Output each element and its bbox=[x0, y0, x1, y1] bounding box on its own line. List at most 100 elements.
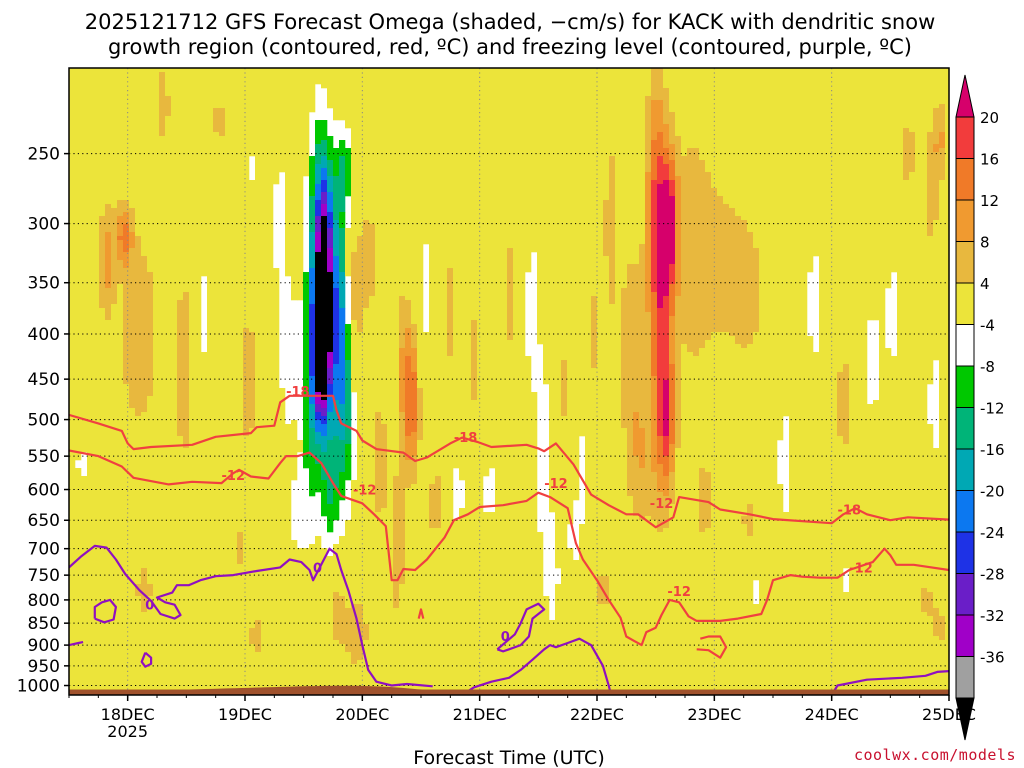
omega-shade-cell bbox=[291, 68, 298, 301]
omega-shade-cell bbox=[147, 68, 154, 273]
colorbar-label: -16 bbox=[980, 441, 1005, 459]
omega-shade-cell bbox=[723, 68, 730, 205]
omega-shade-cell bbox=[405, 436, 412, 461]
omega-shade-cell bbox=[333, 544, 340, 593]
omega-shade-cell bbox=[351, 604, 358, 665]
omega-shade-cell bbox=[219, 108, 226, 137]
omega-shade-cell bbox=[891, 68, 898, 273]
colorbar-label: -28 bbox=[980, 566, 1005, 584]
omega-shade-cell bbox=[561, 416, 568, 695]
omega-shade-cell bbox=[867, 68, 874, 321]
omega-shade-cell bbox=[549, 620, 556, 695]
omega-shade-cell bbox=[327, 160, 334, 177]
omega-shade-cell bbox=[933, 144, 940, 153]
colorbar: 20 16 12 8 4 -4 -8 -12 -16 -20 -24 -28 -32 -36 bbox=[955, 74, 1005, 741]
omega-shade-cell bbox=[663, 164, 670, 181]
omega-shade-cell bbox=[651, 180, 658, 293]
omega-shade-cell bbox=[669, 144, 676, 161]
omega-shade-cell bbox=[273, 268, 280, 695]
omega-shade-cell bbox=[105, 232, 112, 289]
omega-shade-cell bbox=[483, 512, 490, 695]
contour-label: -18 bbox=[286, 385, 310, 400]
omega-shade-cell bbox=[783, 512, 790, 695]
omega-shade-cell bbox=[237, 68, 244, 533]
y-tick-label: 250 bbox=[28, 145, 60, 165]
omega-shade-cell bbox=[165, 68, 172, 97]
colorbar-segment bbox=[955, 116, 975, 159]
omega-shade-cell bbox=[387, 68, 394, 695]
omega-shade-cell bbox=[135, 68, 142, 237]
omega-shade-cell bbox=[255, 68, 262, 621]
omega-shade-cell bbox=[459, 508, 466, 695]
omega-shade-cell bbox=[339, 536, 346, 597]
omega-shade-cell bbox=[885, 68, 892, 289]
omega-shade-cell bbox=[129, 208, 136, 233]
omega-shade-cell bbox=[645, 68, 652, 97]
colorbar-segment bbox=[955, 656, 975, 699]
omega-shade-cell bbox=[573, 560, 580, 695]
omega-shade-cell bbox=[315, 464, 322, 493]
omega-shade-cell bbox=[153, 68, 160, 695]
omega-shade-cell bbox=[939, 180, 946, 617]
omega-shade-cell bbox=[489, 512, 496, 695]
omega-shade-cell bbox=[321, 168, 328, 181]
omega-shade-cell bbox=[123, 268, 130, 385]
omega-shade-cell bbox=[807, 68, 814, 273]
omega-shade-cell bbox=[345, 652, 352, 695]
omega-shade-cell bbox=[693, 148, 700, 357]
omega-shade-cell bbox=[315, 184, 322, 201]
omega-shade-cell bbox=[669, 316, 676, 365]
omega-shade-cell bbox=[363, 220, 370, 309]
omega-shade-cell bbox=[411, 372, 418, 433]
omega-shade-cell bbox=[333, 400, 340, 437]
omega-shade-cell bbox=[321, 204, 328, 217]
contour-0-loop bbox=[140, 651, 153, 668]
colorbar-label: 8 bbox=[980, 234, 990, 252]
omega-shade-cell bbox=[93, 68, 100, 695]
credit-link[interactable]: coolwx.com/models bbox=[853, 746, 1016, 764]
omega-shade-cell bbox=[663, 528, 670, 695]
colorbar-segment bbox=[955, 697, 975, 741]
omega-shade-cell bbox=[315, 252, 322, 393]
omega-shade-cell bbox=[321, 416, 328, 425]
contour-small-loop bbox=[417, 608, 425, 619]
omega-shade-cell bbox=[927, 68, 934, 133]
omega-shade-cell bbox=[711, 188, 718, 333]
omega-shade-cell bbox=[327, 352, 334, 369]
omega-shade-cell bbox=[699, 68, 706, 161]
colorbar-label: -12 bbox=[980, 400, 1005, 418]
y-tick-label: 1000 bbox=[17, 677, 60, 697]
omega-shade-cell bbox=[339, 228, 346, 273]
omega-shade-cell bbox=[327, 272, 334, 353]
omega-shade-cell bbox=[909, 68, 916, 133]
contour-label: -12 bbox=[667, 585, 691, 600]
omega-shade-cell bbox=[669, 180, 676, 197]
omega-shade-cell bbox=[807, 336, 814, 695]
omega-shade-cell bbox=[297, 68, 304, 301]
omega-shade-cell bbox=[333, 176, 340, 221]
omega-shade-cell bbox=[933, 108, 940, 145]
omega-shade-cell bbox=[351, 68, 358, 253]
omega-shade-cell bbox=[111, 304, 118, 695]
omega-shade-cell bbox=[333, 364, 340, 401]
omega-shade-cell bbox=[687, 352, 694, 695]
omega-shade-cell bbox=[339, 644, 346, 695]
y-tick-label: 400 bbox=[28, 325, 60, 345]
omega-shade-cell bbox=[237, 564, 244, 695]
omega-shade-cell bbox=[303, 68, 310, 177]
omega-shade-cell bbox=[873, 400, 880, 695]
omega-shade-cell bbox=[249, 628, 256, 645]
omega-shade-cell bbox=[75, 468, 82, 695]
omega-shade-cell bbox=[579, 524, 586, 695]
omega-shade-cell bbox=[675, 296, 682, 449]
colorbar-segment bbox=[955, 158, 975, 201]
omega-shade-cell bbox=[243, 328, 250, 437]
colorbar-label: 12 bbox=[980, 192, 999, 210]
omega-shade-cell bbox=[345, 444, 352, 481]
omega-shade-cell bbox=[747, 68, 754, 233]
omega-shade-cell bbox=[603, 576, 610, 605]
omega-shade-cell bbox=[861, 68, 868, 695]
omega-shade-cell bbox=[429, 68, 436, 485]
omega-shade-cell bbox=[939, 132, 946, 149]
omega-shade-cell bbox=[513, 68, 520, 695]
